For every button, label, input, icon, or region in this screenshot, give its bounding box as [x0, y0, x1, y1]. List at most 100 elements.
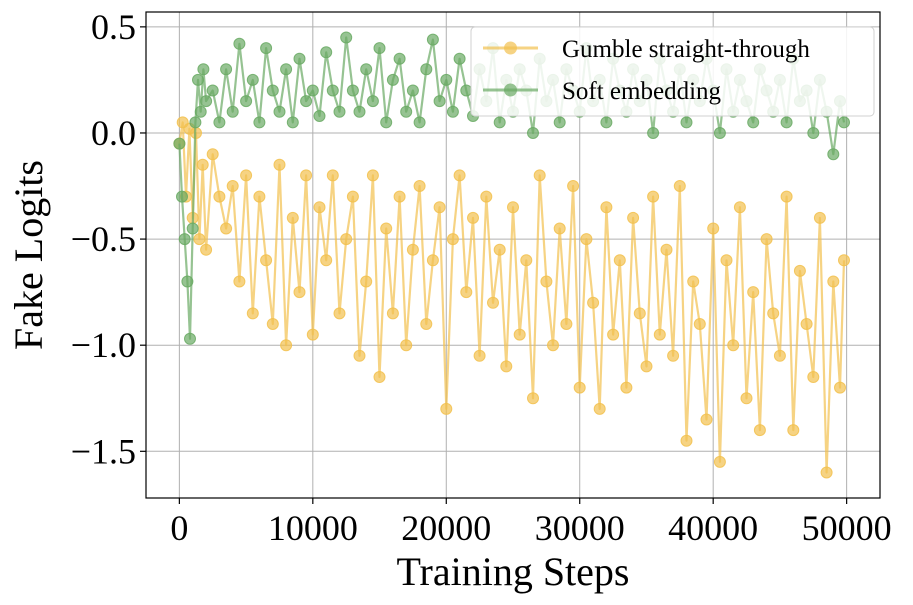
data-point-soft-embedding [333, 105, 346, 118]
data-point-gumble-straight-through [633, 307, 646, 320]
data-point-gumble-straight-through [200, 243, 213, 256]
data-point-gumble-straight-through [453, 169, 466, 182]
data-point-gumble-straight-through [487, 296, 499, 309]
data-point-gumble-straight-through [560, 318, 573, 330]
data-point-gumble-straight-through [773, 349, 786, 362]
data-point-gumble-straight-through [653, 328, 666, 341]
data-point-gumble-straight-through [460, 286, 473, 299]
y-tick-label: −0.5 [71, 219, 136, 259]
data-point-gumble-straight-through [760, 233, 773, 246]
data-point-gumble-straight-through [553, 222, 566, 235]
data-point-soft-embedding [426, 33, 439, 46]
data-point-gumble-straight-through [593, 402, 606, 415]
legend: Gumble straight-through Soft embedding [470, 26, 875, 117]
data-point-gumble-straight-through [620, 381, 633, 394]
data-point-soft-embedding [807, 127, 820, 139]
data-point-gumble-straight-through [467, 211, 479, 224]
data-point-gumble-straight-through [426, 254, 439, 267]
data-point-gumble-straight-through [386, 307, 399, 320]
data-point-soft-embedding [647, 127, 660, 139]
data-point-soft-embedding [493, 116, 506, 129]
data-point-gumble-straight-through [834, 381, 846, 394]
data-point-soft-embedding [446, 105, 459, 118]
data-point-gumble-straight-through [196, 158, 209, 171]
data-point-soft-embedding [313, 110, 326, 122]
series-line-gumble-straight-through [178, 121, 846, 474]
data-point-soft-embedding [780, 116, 793, 129]
data-point-soft-embedding [340, 31, 353, 44]
data-point-soft-embedding [286, 116, 299, 129]
data-point-gumble-straight-through [700, 413, 713, 426]
data-point-gumble-straight-through [753, 424, 766, 437]
data-point-gumble-straight-through [547, 339, 559, 352]
data-point-soft-embedding [386, 73, 399, 86]
data-point-soft-embedding [260, 42, 273, 55]
data-point-gumble-straight-through [713, 455, 726, 468]
data-point-gumble-straight-through [787, 424, 800, 437]
legend-label-soft-embedding: Soft embedding [562, 78, 722, 105]
data-point-gumble-straight-through [820, 466, 833, 479]
data-point-gumble-straight-through [807, 371, 820, 383]
data-point-soft-embedding [326, 84, 339, 97]
data-point-soft-embedding [360, 63, 373, 76]
x-tick-label: 0 [170, 508, 188, 548]
data-point-gumble-straight-through [567, 180, 580, 192]
data-point-soft-embedding [433, 95, 446, 108]
data-point-gumble-straight-through [587, 296, 600, 309]
data-point-gumble-straight-through [246, 307, 259, 320]
data-point-gumble-straight-through [660, 243, 673, 256]
data-point-soft-embedding [173, 137, 186, 150]
data-point-gumble-straight-through [373, 371, 386, 383]
data-point-gumble-straight-through [353, 349, 366, 362]
data-point-gumble-straight-through [240, 169, 253, 182]
data-point-soft-embedding [440, 73, 453, 86]
data-point-soft-embedding [393, 52, 406, 65]
data-point-soft-embedding [178, 233, 191, 246]
data-point-gumble-straight-through [193, 233, 206, 246]
y-tick-label: 0.0 [91, 113, 136, 153]
data-point-gumble-straight-through [573, 381, 586, 394]
data-point-soft-embedding [827, 148, 840, 161]
y-tick-label: −1.0 [71, 325, 136, 365]
data-point-soft-embedding [206, 84, 219, 97]
axis-ticks: 0 10000 20000 30000 40000 50000 0.5 0.0 −0.5 −1.0… [71, 7, 892, 548]
data-point-gumble-straight-through [747, 286, 760, 299]
data-point-soft-embedding [226, 105, 239, 118]
data-point-soft-embedding [197, 63, 210, 76]
data-point-soft-embedding [400, 105, 413, 118]
data-point-gumble-straight-through [500, 360, 513, 373]
data-point-gumble-straight-through [493, 243, 506, 256]
legend-frame [470, 26, 875, 117]
data-point-gumble-straight-through [346, 190, 359, 203]
data-point-gumble-straight-through [733, 201, 746, 214]
data-point-gumble-straight-through [206, 148, 219, 161]
data-point-soft-embedding [266, 84, 279, 97]
data-point-soft-embedding [553, 116, 566, 129]
data-point-gumble-straight-through [813, 211, 826, 224]
data-point-soft-embedding [184, 332, 196, 345]
data-point-gumble-straight-through [253, 190, 266, 203]
data-point-gumble-straight-through [440, 402, 453, 415]
data-point-gumble-straight-through [827, 275, 840, 288]
data-point-soft-embedding [233, 37, 246, 50]
data-point-gumble-straight-through [647, 190, 660, 203]
legend-label-gumble: Gumble straight-through [562, 36, 810, 63]
data-point-soft-embedding [406, 84, 419, 97]
data-point-soft-embedding [353, 105, 366, 118]
data-point-gumble-straight-through [540, 275, 553, 288]
data-point-soft-embedding [713, 127, 726, 139]
series-gumble-straight-through [173, 116, 850, 479]
data-point-gumble-straight-through [400, 339, 413, 352]
data-point-soft-embedding [246, 73, 259, 86]
data-point-soft-embedding [366, 95, 379, 108]
data-point-gumble-straight-through [366, 169, 379, 182]
data-point-soft-embedding [600, 116, 613, 129]
data-point-soft-embedding [194, 105, 207, 118]
data-point-soft-embedding [460, 84, 473, 97]
data-point-gumble-straight-through [293, 286, 306, 299]
data-point-gumble-straight-through [340, 233, 353, 246]
data-point-soft-embedding [213, 116, 226, 129]
data-point-gumble-straight-through [273, 158, 286, 171]
x-axis-label: Training Steps [396, 549, 629, 594]
x-tick-label: 40000 [668, 508, 758, 548]
